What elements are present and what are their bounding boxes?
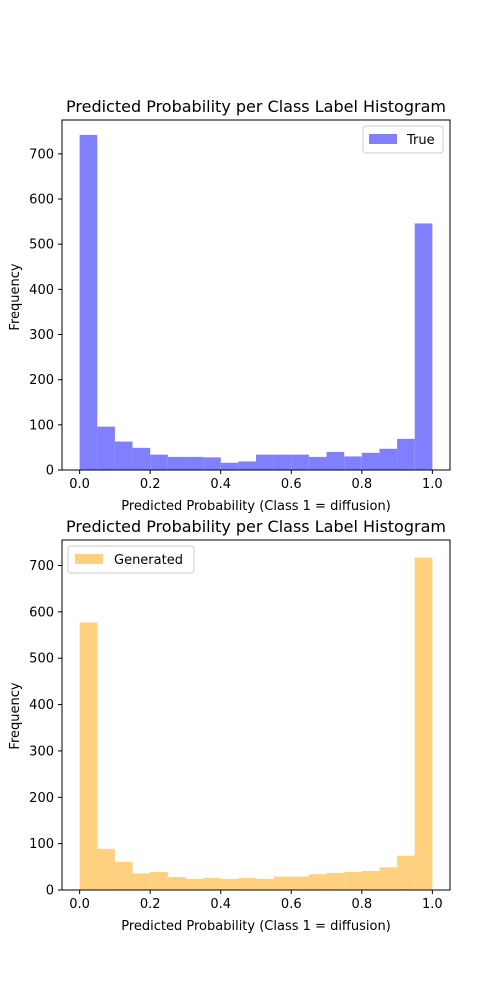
y-tick-label: 500	[29, 238, 54, 253]
histogram-bar	[344, 871, 362, 890]
chart-axes: 0.0 0.2 0.4 0.6 0.8 1.0 0 100 200 300 400 500 600 700	[29, 539, 451, 912]
histogram-bar	[291, 454, 309, 470]
y-tick-label: 400	[29, 283, 54, 298]
histogram-bar	[379, 867, 398, 890]
x-tick-label: 0.0	[69, 897, 90, 912]
histogram-bar	[114, 861, 133, 890]
histogram-bar	[397, 438, 415, 470]
legend-frame	[67, 545, 195, 574]
histogram-bar	[203, 877, 221, 890]
x-tick-label: 0.0	[69, 477, 90, 492]
histogram-bar	[97, 426, 115, 470]
x-tick-label: 0.8	[351, 477, 372, 492]
histogram-bar	[361, 870, 380, 890]
histogram-bar	[344, 456, 362, 470]
y-tick-label: 200	[29, 791, 54, 806]
legend-swatch	[75, 554, 103, 564]
histogram-bar	[256, 454, 274, 470]
y-tick-label: 600	[29, 193, 54, 208]
histogram-bar	[379, 448, 398, 470]
histogram-bar	[167, 456, 186, 470]
histogram-bar	[273, 454, 292, 470]
histogram-bar	[185, 878, 204, 890]
chart-panel-generated: Predicted Probability per Class Label Hi…	[8, 517, 451, 934]
chart-axes: 0.0 0.2 0.4 0.6 0.8 1.0 0 100 200 300 400 500 600 700	[29, 119, 451, 492]
y-axis-label: Frequency	[8, 682, 23, 749]
histogram-bar	[326, 872, 345, 890]
histogram-bar	[256, 878, 274, 890]
chart-title: Predicted Probability per Class Label Hi…	[66, 517, 446, 536]
histogram-bar	[150, 871, 168, 890]
histogram-bar	[220, 878, 239, 890]
y-tick-label: 100	[29, 418, 54, 433]
x-tick-label: 1.0	[422, 477, 443, 492]
y-tick-label: 200	[29, 373, 54, 388]
histogram-bar	[132, 447, 151, 470]
histogram-bar	[414, 557, 433, 890]
chart-marks	[79, 134, 433, 470]
histogram-bar	[397, 855, 415, 890]
x-tick-label: 1.0	[422, 897, 443, 912]
legend-swatch	[369, 134, 397, 144]
histogram-bar	[414, 223, 433, 470]
histogram-bar	[326, 451, 345, 470]
legend-label: True	[406, 133, 435, 148]
plot-frame	[61, 539, 451, 891]
histogram-bar	[150, 454, 168, 470]
histogram-bar	[291, 876, 309, 890]
y-tick-label: 400	[29, 698, 54, 713]
histogram-bar	[79, 134, 98, 470]
y-tick-label: 500	[29, 652, 54, 667]
x-axis-label: Predicted Probability (Class 1 = diffusi…	[121, 919, 391, 934]
histogram-bar	[167, 877, 186, 890]
y-tick-label: 700	[29, 147, 54, 162]
histogram-bar	[132, 873, 151, 890]
x-tick-label: 0.6	[281, 897, 302, 912]
x-tick-label: 0.4	[210, 897, 231, 912]
y-tick-label: 700	[29, 559, 54, 574]
x-tick-label: 0.8	[351, 897, 372, 912]
chart-panel-true: Predicted Probability per Class Label Hi…	[8, 97, 451, 514]
histogram-bar	[185, 456, 204, 470]
histogram-bar	[79, 622, 98, 890]
histogram-bar	[238, 461, 256, 470]
y-tick-label: 100	[29, 837, 54, 852]
histogram-bar	[308, 456, 327, 470]
y-tick-label: 600	[29, 605, 54, 620]
histogram-bar	[114, 441, 133, 470]
x-axis-label: Predicted Probability (Class 1 = diffusi…	[121, 499, 391, 514]
y-tick-label: 0	[46, 884, 54, 899]
histogram-bar	[308, 874, 327, 890]
y-axis-label: Frequency	[8, 263, 23, 330]
histogram-bar	[273, 876, 292, 890]
legend: True	[362, 125, 444, 154]
legend: Generated	[67, 545, 195, 574]
x-tick-label: 0.6	[281, 477, 302, 492]
y-tick-label: 300	[29, 744, 54, 759]
plot-frame	[61, 119, 451, 471]
histogram-bar	[361, 452, 380, 470]
x-tick-label: 0.2	[140, 477, 161, 492]
y-tick-label: 0	[46, 464, 54, 479]
y-tick-label: 300	[29, 328, 54, 343]
x-tick-label: 0.2	[140, 897, 161, 912]
histogram-bar	[238, 877, 256, 890]
legend-frame	[362, 125, 444, 154]
chart-marks	[79, 557, 433, 890]
x-tick-label: 0.4	[210, 477, 231, 492]
histogram-bar	[97, 848, 115, 890]
legend-label: Generated	[114, 553, 183, 568]
histogram-bar	[220, 462, 239, 470]
histogram-bar	[203, 457, 221, 470]
chart-title: Predicted Probability per Class Label Hi…	[66, 97, 446, 116]
